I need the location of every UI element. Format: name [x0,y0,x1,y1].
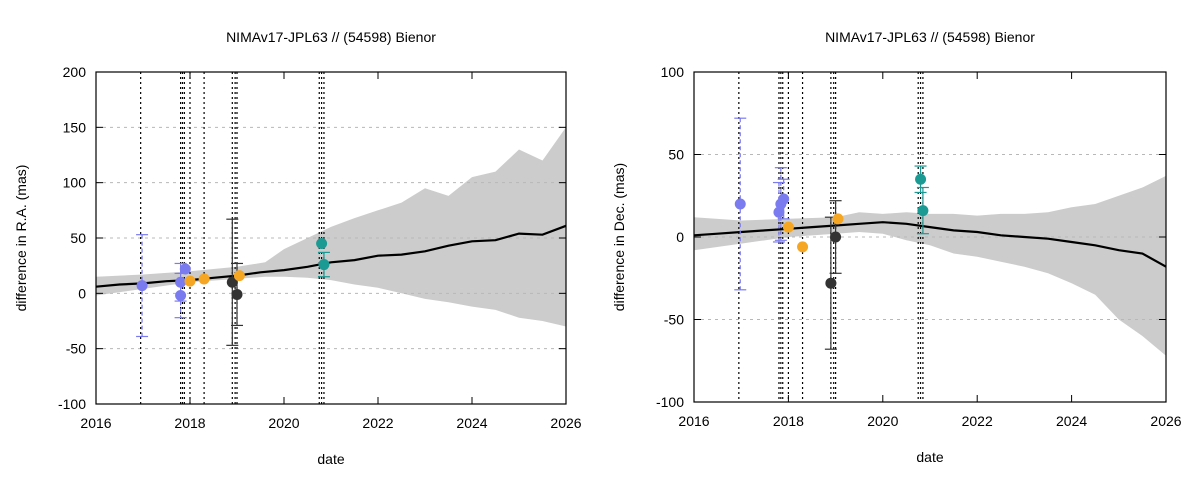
data-point-7 [830,231,842,243]
data-point-9 [316,238,328,250]
x-tick-label-0: 2016 [80,415,111,431]
chart-panel-1: 2016 2018 2020 2022 2024 2026 -100 -50 0 50 100 150… [13,29,582,467]
y-tick-label-2: 0 [78,285,86,301]
x-tick-label-2: 2020 [268,415,299,431]
data-point-3 [778,193,790,205]
x-tick-label-1: 2018 [174,415,205,431]
y-tick-label-4: 100 [661,64,685,80]
mean-line [95,224,567,288]
data-point-0 [136,280,148,292]
mean-line [693,221,1167,268]
x-tick-label-3: 2022 [962,413,993,429]
uncertainty-band [96,127,566,327]
data-point-2 [175,290,187,302]
y-tick-label-3: 50 [70,230,86,246]
data-point-8 [233,270,245,282]
y-tick-label-5: 150 [63,119,87,135]
y-axis-label: difference in R.A. (mas) [13,165,29,312]
data-point-0 [734,198,746,210]
x-axis-label: date [317,451,344,467]
x-tick-label-5: 2026 [550,415,581,431]
data-point-5 [797,241,809,253]
data-point-8 [832,213,844,225]
y-tick-label-0: -100 [58,396,86,412]
x-tick-label-0: 2016 [678,413,709,429]
y-tick-label-1: -50 [66,341,86,357]
y-tick-label-2: 0 [676,229,684,245]
data-point-4 [184,275,196,287]
uncertainty-band [694,175,1166,356]
data-point-4 [782,221,794,233]
x-tick-label-5: 2026 [1150,413,1181,429]
x-tick-label-1: 2018 [773,413,804,429]
data-point-10 [917,205,929,217]
x-axis-label: date [916,449,943,465]
data-point-1 [773,206,785,218]
y-tick-label-4: 100 [63,175,87,191]
x-tick-label-3: 2022 [362,415,393,431]
y-tick-label-6: 200 [63,64,87,80]
x-tick-label-2: 2020 [867,413,898,429]
data-point-6 [226,276,238,288]
data-point-7 [231,288,243,300]
x-tick-label-4: 2024 [456,415,487,431]
y-axis-label: difference in Dec. (mas) [611,163,627,311]
x-tick-label-4: 2024 [1056,413,1087,429]
data-point-6 [825,277,837,289]
chart-panel-2: 2016 2018 2020 2022 2024 2026 -100 -50 0 50 100 NIM… [611,29,1182,465]
data-point-3 [179,263,191,275]
y-tick-label-1: -50 [664,312,684,328]
y-tick-label-0: -100 [656,394,684,410]
data-point-9 [915,173,927,185]
chart-title: NIMAv17-JPL63 // (54598) Bienor [226,29,436,45]
chart-title: NIMAv17-JPL63 // (54598) Bienor [825,29,1035,45]
data-point-5 [198,273,210,285]
y-tick-label-3: 50 [668,147,684,163]
data-point-10 [318,259,330,271]
